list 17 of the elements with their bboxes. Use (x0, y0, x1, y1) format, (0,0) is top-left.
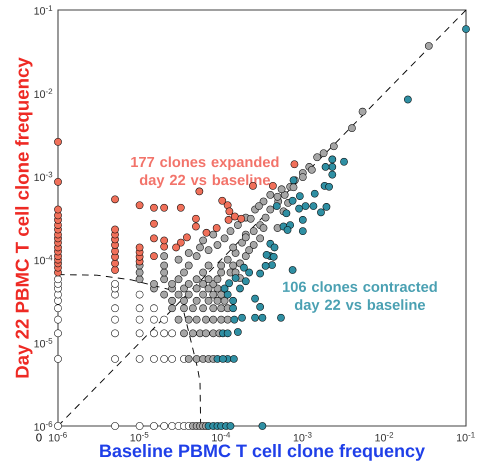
y-tick-label: 10$^{-6}$ (34, 421, 52, 431)
y-tick-label: 10$^{-1}$ (34, 5, 52, 15)
y-axis-title: Day 22 PBMC T cell clone frequency (15, 57, 32, 378)
text: 0 (36, 433, 42, 442)
x-tick-label: 10$^{-6}$ (48, 432, 67, 442)
y-tick-label: 10$^{-5}$ (34, 338, 52, 348)
x-tick-label: 10$^{-3}$ (294, 432, 312, 442)
annotation: 106 clones contracted day 22 vs baseline (282, 281, 437, 313)
x-tick-label: 10$^{-5}$ (130, 432, 148, 442)
y-tick-label: 10$^{-2}$ (34, 88, 52, 98)
y-tick-label: 10$^{-4}$ (34, 254, 52, 264)
x-tick-label: 10$^{-1}$ (456, 432, 475, 442)
y-tick-label: 10$^{-3}$ (34, 172, 52, 182)
annotation: 177 clones expanded day 22 vs baseline (131, 156, 278, 188)
x-tick-label: 10$^{-2}$ (375, 432, 394, 442)
x-axis-title: Baseline PBMC T cell clone frequency (100, 444, 425, 461)
x-tick-label: 10$^{-4}$ (212, 432, 230, 442)
